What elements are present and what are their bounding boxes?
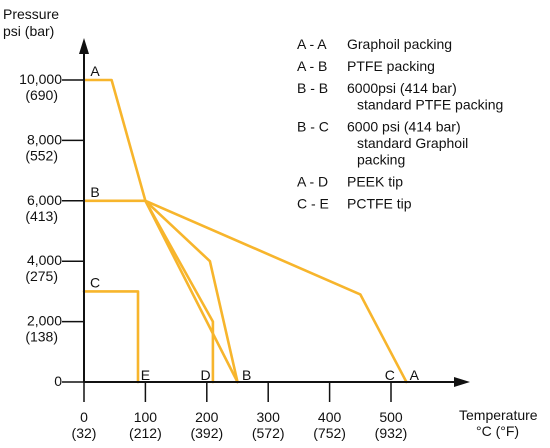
- x-axis-label-line-1: Temperature: [459, 407, 538, 423]
- point-label-a-7: A: [410, 367, 420, 383]
- x-tick-label-3: 300: [257, 409, 281, 425]
- legend-code-1: A - B: [297, 58, 327, 74]
- legend-text-5-0: PCTFE tip: [347, 196, 412, 212]
- legend-code-4: A - D: [297, 174, 328, 190]
- legend-code-0: A - A: [297, 36, 327, 52]
- legend-text-4-0: PEEK tip: [347, 174, 403, 190]
- y-ticks: 10,000(690) 8,000(552) 6,000(413) 4,000(275…: [19, 71, 84, 389]
- y-tick-label-4: 2,000: [27, 313, 62, 329]
- legend: A - A Graphoil packing A - B PTFE packing B …: [297, 36, 503, 212]
- point-label-a-0: A: [90, 63, 100, 79]
- y-tick-label-1: 8,000: [27, 131, 62, 147]
- point-label-b-5: B: [242, 367, 251, 383]
- series-line-1: [82, 78, 239, 384]
- y-tick-label-3: 4,000: [27, 252, 62, 268]
- legend-code-5: C - E: [297, 196, 329, 212]
- y-tick-sublabel-1: (552): [25, 147, 58, 163]
- x-ticks: 0(32) 100(212) 200(392) 300(572) 400(752) 500…: [72, 382, 408, 441]
- point-label-c-6: C: [385, 367, 395, 383]
- legend-text-2-1: standard PTFE packing: [357, 97, 503, 113]
- y-axis-label-line-2: psi (bar): [3, 23, 54, 39]
- y-tick-sublabel-4: (138): [25, 329, 58, 345]
- x-tick-sublabel-1: (212): [129, 425, 162, 441]
- legend-text-3-1: standard Graphoil: [357, 135, 468, 151]
- series-line-2: [82, 199, 239, 384]
- legend-text-3-0: 6000 psi (414 bar): [347, 119, 461, 135]
- legend-text-3-2: packing: [357, 152, 405, 168]
- series-line-3: [144, 199, 408, 384]
- y-tick-sublabel-3: (275): [25, 268, 58, 284]
- series-line-4: [144, 199, 215, 384]
- series-lines: [82, 78, 408, 384]
- y-tick-label-2: 6,000: [27, 192, 62, 208]
- x-tick-sublabel-4: (752): [313, 425, 346, 441]
- x-tick-sublabel-2: (392): [190, 425, 223, 441]
- x-tick-label-4: 400: [318, 409, 342, 425]
- legend-text-2-0: 6000psi (414 bar): [347, 80, 457, 96]
- point-label-d-4: D: [201, 367, 211, 383]
- x-tick-label-0: 0: [80, 409, 88, 425]
- legend-text-1-0: PTFE packing: [347, 58, 435, 74]
- point-label-e-3: E: [141, 367, 150, 383]
- x-axis-arrow: [454, 377, 470, 387]
- x-tick-sublabel-3: (572): [252, 425, 285, 441]
- series-line-5: [82, 290, 140, 384]
- y-tick-sublabel-0: (690): [25, 87, 58, 103]
- point-label-c-2: C: [90, 274, 100, 290]
- y-axis-arrow: [79, 38, 89, 54]
- legend-code-2: B - B: [297, 80, 328, 96]
- y-tick-label-0: 10,000: [19, 71, 62, 87]
- x-tick-label-5: 500: [379, 409, 403, 425]
- x-axis-label-line-2: °C (°F): [476, 423, 519, 439]
- x-tick-sublabel-0: (32): [72, 425, 97, 441]
- x-tick-label-1: 100: [134, 409, 158, 425]
- x-tick-label-2: 200: [195, 409, 219, 425]
- y-tick-sublabel-2: (413): [25, 208, 58, 224]
- y-tick-label-5: 0: [54, 373, 62, 389]
- legend-text-0-0: Graphoil packing: [347, 36, 452, 52]
- x-tick-sublabel-5: (932): [375, 425, 408, 441]
- legend-code-3: B - C: [297, 119, 329, 135]
- y-axis-label-line-1: Pressure: [3, 6, 59, 22]
- point-label-b-1: B: [90, 184, 99, 200]
